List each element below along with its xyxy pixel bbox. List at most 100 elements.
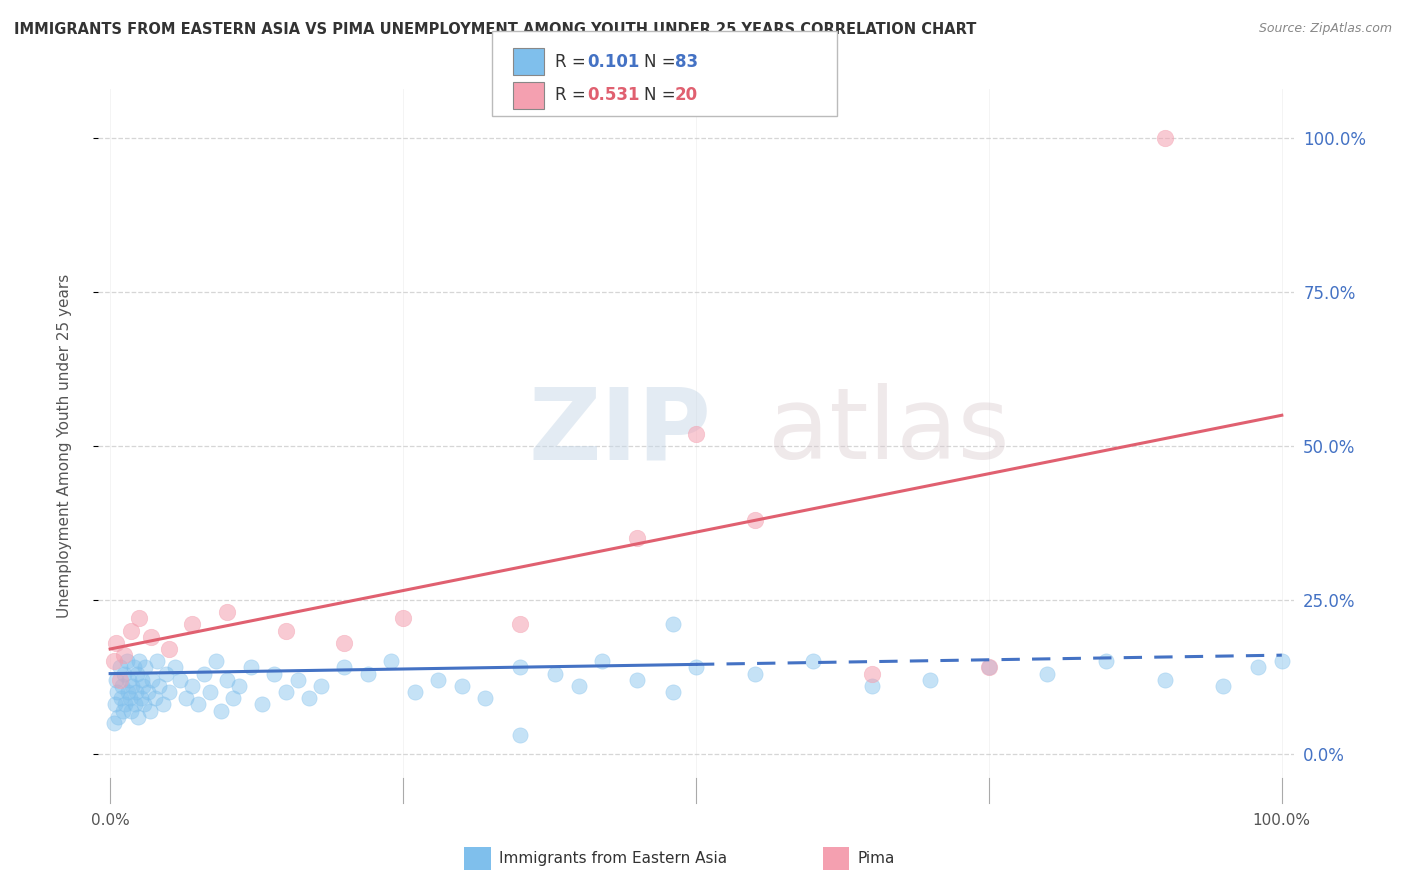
Point <box>114 698 136 712</box>
Point <box>127 666 149 681</box>
Point <box>111 679 134 693</box>
Point <box>744 513 766 527</box>
Point <box>685 426 707 441</box>
Point <box>1271 654 1294 668</box>
Point <box>198 685 221 699</box>
Point <box>252 698 274 712</box>
Point <box>120 691 141 706</box>
Point <box>118 673 141 687</box>
Point <box>115 654 138 668</box>
Point <box>136 685 159 699</box>
Point <box>108 660 131 674</box>
Point <box>920 673 942 687</box>
Point <box>104 698 127 712</box>
Point <box>193 666 215 681</box>
Point <box>1153 673 1175 687</box>
Point <box>134 660 156 674</box>
Point <box>103 654 125 668</box>
Text: IMMIGRANTS FROM EASTERN ASIA VS PIMA UNEMPLOYMENT AMONG YOUTH UNDER 25 YEARS COR: IMMIGRANTS FROM EASTERN ASIA VS PIMA UNE… <box>14 22 976 37</box>
Point <box>380 654 402 668</box>
Point <box>427 673 450 687</box>
Text: Immigrants from Eastern Asia: Immigrants from Eastern Asia <box>499 851 727 865</box>
Point <box>626 531 648 545</box>
Point <box>139 704 162 718</box>
Text: 0.531: 0.531 <box>588 87 640 104</box>
Point <box>860 679 883 693</box>
Point <box>333 636 356 650</box>
Point <box>169 673 191 687</box>
Y-axis label: Unemployment Among Youth under 25 years: Unemployment Among Youth under 25 years <box>58 274 72 618</box>
Point <box>211 704 233 718</box>
Point <box>148 679 170 693</box>
Point <box>112 704 135 718</box>
Point <box>187 698 209 712</box>
Point <box>274 624 297 638</box>
Text: Source: ZipAtlas.com: Source: ZipAtlas.com <box>1258 22 1392 36</box>
Text: ZIP: ZIP <box>529 384 711 480</box>
Point <box>141 673 163 687</box>
Text: atlas: atlas <box>768 384 1010 480</box>
Point <box>661 685 683 699</box>
Point <box>108 673 131 687</box>
Point <box>105 685 128 699</box>
Point <box>274 685 297 699</box>
Point <box>977 660 1000 674</box>
Point <box>129 691 152 706</box>
Point <box>661 617 683 632</box>
Point <box>181 617 204 632</box>
Text: N =: N = <box>644 87 681 104</box>
Point <box>122 660 145 674</box>
Point <box>125 685 148 699</box>
Point <box>128 611 150 625</box>
Point <box>112 666 135 681</box>
Point <box>127 709 149 723</box>
Point <box>450 679 472 693</box>
Point <box>146 654 169 668</box>
Point <box>157 685 180 699</box>
Point <box>568 679 591 693</box>
Point <box>112 648 135 662</box>
Point <box>263 666 285 681</box>
Point <box>121 679 143 693</box>
Point <box>141 630 163 644</box>
Point <box>204 654 226 668</box>
Point <box>544 666 567 681</box>
Point <box>128 654 150 668</box>
Point <box>132 679 155 693</box>
Point <box>1095 654 1118 668</box>
Point <box>143 691 166 706</box>
Point <box>228 679 250 693</box>
Point <box>298 691 321 706</box>
Point <box>744 666 766 681</box>
Point <box>124 698 146 712</box>
Text: R =: R = <box>555 87 592 104</box>
Point <box>120 704 142 718</box>
Point <box>120 624 142 638</box>
Point <box>105 636 128 650</box>
Point <box>509 660 531 674</box>
Point <box>103 715 125 730</box>
Point <box>685 660 707 674</box>
Point <box>107 709 129 723</box>
Text: R =: R = <box>555 53 592 70</box>
Point <box>217 673 239 687</box>
Point <box>392 611 415 625</box>
Point <box>132 698 156 712</box>
Point <box>155 666 177 681</box>
Point <box>591 654 613 668</box>
Text: 20: 20 <box>675 87 697 104</box>
Text: Pima: Pima <box>858 851 896 865</box>
Point <box>131 673 153 687</box>
Point <box>181 679 204 693</box>
Point <box>626 673 648 687</box>
Point <box>110 691 132 706</box>
Point <box>1247 660 1270 674</box>
Point <box>860 666 883 681</box>
Point <box>239 660 262 674</box>
Text: 83: 83 <box>675 53 697 70</box>
Point <box>1036 666 1059 681</box>
Point <box>105 673 128 687</box>
Point <box>474 691 496 706</box>
Point <box>309 679 332 693</box>
Point <box>163 660 186 674</box>
